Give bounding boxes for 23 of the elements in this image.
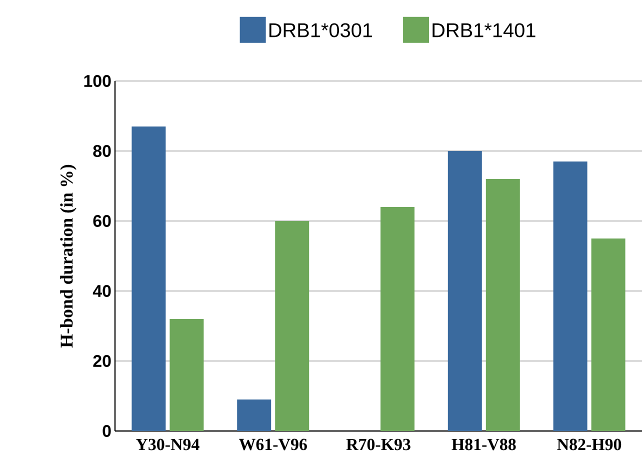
y-tick-label: 60 bbox=[93, 215, 111, 227]
x-tick-label: N82-H90 bbox=[557, 438, 622, 450]
x-tick-label: Y30-N94 bbox=[136, 438, 200, 450]
x-tick-label: H81-V88 bbox=[452, 438, 516, 450]
legend-label: DRB1*1401 bbox=[432, 23, 536, 38]
x-tick-label: R70-K93 bbox=[346, 438, 410, 450]
bar bbox=[275, 220, 310, 431]
legend-label: DRB1*0301 bbox=[269, 23, 372, 38]
bar bbox=[591, 238, 626, 431]
y-tick-label: 80 bbox=[93, 145, 111, 157]
bar bbox=[170, 319, 204, 431]
bar bbox=[237, 400, 272, 431]
y-tick-label: 0 bbox=[102, 425, 111, 437]
x-tick-label: W61-V96 bbox=[238, 438, 307, 450]
y-tick-label: 20 bbox=[93, 355, 111, 367]
bar bbox=[380, 206, 414, 431]
y-tick-label: 100 bbox=[84, 75, 111, 87]
bar bbox=[132, 126, 166, 431]
bar bbox=[553, 161, 588, 431]
bar bbox=[486, 178, 520, 431]
bar bbox=[448, 150, 482, 431]
y-axis-title: H-bond duration (in %) bbox=[60, 164, 76, 348]
y-tick-label: 40 bbox=[92, 285, 111, 297]
